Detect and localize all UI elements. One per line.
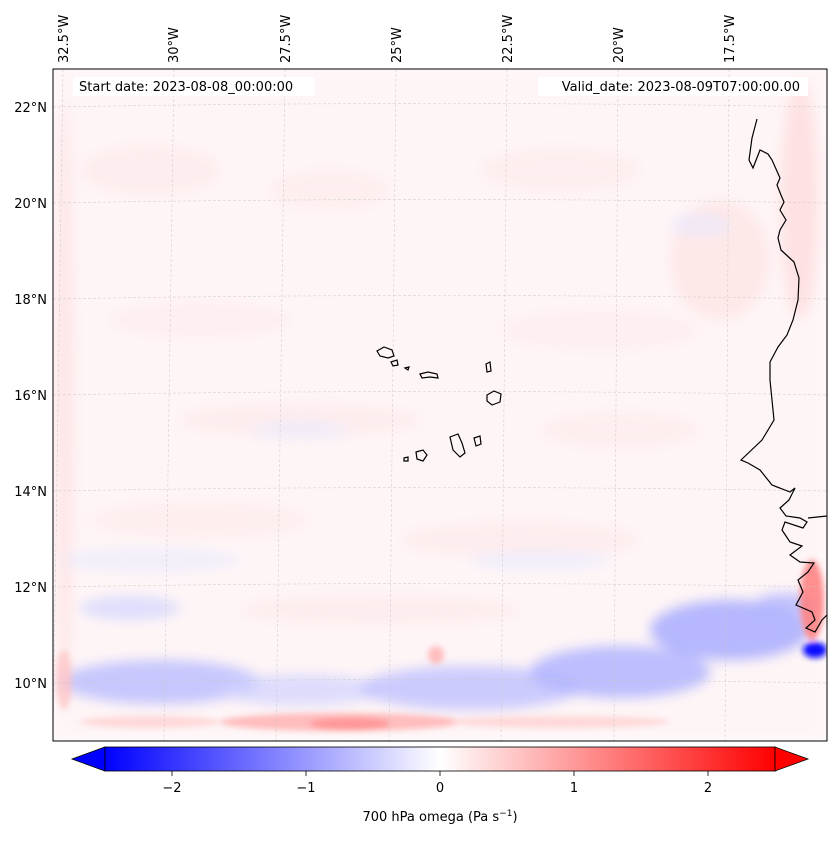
- lat-label: 18°N: [14, 293, 47, 308]
- colorbar: −2 −1 0 1 2 700 hPa omega (Pa s−1): [70, 746, 810, 825]
- colorbar-extend-low: [70, 746, 106, 772]
- colorbar-label: 700 hPa omega (Pa s−1): [362, 809, 517, 825]
- lat-label: 12°N: [14, 581, 47, 596]
- colorbar-tick-label: 1: [570, 781, 578, 796]
- boa-vista-island: [486, 390, 502, 406]
- lon-label: 30°W: [167, 27, 182, 63]
- maio-island: [473, 435, 482, 447]
- lat-label: 14°N: [14, 485, 47, 500]
- colorbar-extend-high: [774, 746, 810, 772]
- start-date-text: Start date: 2023-08-08_00:00:00: [79, 80, 293, 95]
- cape-verde-islands: [376, 346, 502, 462]
- lon-label: 27.5°W: [279, 15, 294, 63]
- sao-nicolau-island: [419, 371, 439, 379]
- west-africa-coastline: [739, 118, 828, 633]
- colorbar-tick-label: −1: [296, 781, 315, 796]
- lat-label: 22°N: [14, 101, 47, 116]
- lon-label: 25°W: [390, 27, 405, 63]
- lon-label: 17.5°W: [723, 15, 738, 63]
- colorbar-gradient: [104, 746, 776, 772]
- lon-label: 20°W: [612, 27, 627, 63]
- latitude-labels: 22°N 20°N 18°N 16°N 14°N 12°N 10°N: [14, 101, 47, 692]
- valid-date-box: [538, 77, 808, 96]
- colorbar-label-exponent: −1: [499, 809, 512, 819]
- lat-label: 20°N: [14, 197, 47, 212]
- colorbar-ticks: [171, 771, 709, 776]
- sao-vicente-island: [390, 359, 399, 367]
- lon-label: 22.5°W: [501, 15, 516, 63]
- colorbar-label-main: 700 hPa omega (Pa s: [362, 810, 499, 825]
- fogo-island: [415, 449, 428, 462]
- santo-antao-island: [376, 346, 395, 359]
- lat-label: 16°N: [14, 389, 47, 404]
- map-frame: [52, 68, 828, 742]
- longitude-labels: 32.5°W 30°W 27.5°W 25°W 22.5°W 20°W 17.5…: [57, 15, 738, 63]
- colorbar-tick-label: 0: [436, 781, 444, 796]
- graticule: [52, 68, 828, 742]
- coastline-inlet: [807, 515, 828, 519]
- sal-island: [485, 361, 492, 373]
- map-panel: Start date: 2023-08-08_00:00:00 Valid_da…: [52, 68, 828, 742]
- lon-label: 32.5°W: [57, 15, 72, 63]
- colorbar-label-close: ): [512, 810, 517, 825]
- santiago-island: [449, 433, 466, 458]
- brava-island: [403, 456, 409, 462]
- lat-label: 10°N: [14, 677, 47, 692]
- santa-luzia-island: [403, 366, 410, 371]
- colorbar-tick-label: 2: [704, 781, 712, 796]
- colorbar-tick-label: −2: [162, 781, 181, 796]
- start-date-box: [73, 77, 315, 96]
- omega-field: [53, 69, 827, 741]
- valid-date-text: Valid_date: 2023-08-09T07:00:00.00: [562, 80, 800, 95]
